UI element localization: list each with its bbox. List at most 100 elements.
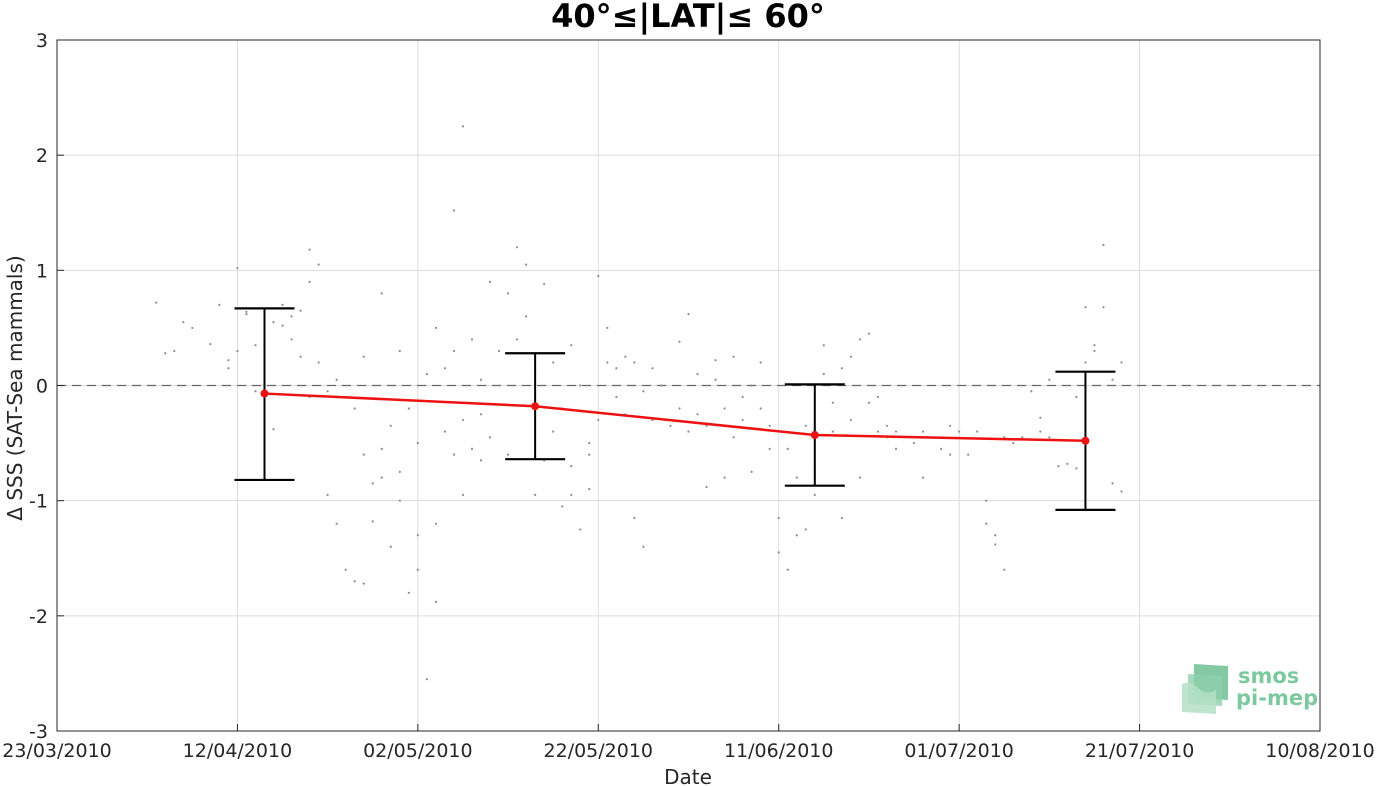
scatter-point — [290, 338, 293, 341]
y-axis-label: Δ SSS (SAT-Sea mammals) — [3, 255, 27, 520]
y-tick-label: 0 — [36, 376, 48, 398]
scatter-point — [416, 441, 419, 445]
chart-title: 40°≤|LAT|≤ 60° — [551, 0, 825, 36]
scatter-point — [479, 378, 483, 381]
scatter-point — [804, 424, 807, 427]
scatter-point — [209, 342, 212, 346]
scatter-point — [425, 372, 428, 376]
scatter-point — [894, 447, 898, 450]
scatter-point — [786, 447, 789, 450]
x-tick-label: 01/07/2010 — [904, 740, 1014, 762]
scatter-point — [380, 292, 383, 295]
scatter-point — [831, 401, 834, 404]
scatter-point — [380, 476, 383, 479]
scatter-point — [994, 534, 997, 537]
scatter-point — [570, 344, 573, 347]
scatter-point — [633, 361, 636, 364]
scatter-point — [362, 453, 365, 456]
scatter-point — [182, 321, 185, 324]
scatter-point — [705, 424, 708, 427]
scatter-point — [967, 453, 970, 456]
scatter-point — [308, 248, 311, 251]
scatter-point — [506, 292, 510, 295]
scatter-point — [470, 338, 474, 341]
scatter-point — [155, 301, 158, 304]
scatter-point — [840, 367, 843, 370]
scatter-point — [1048, 378, 1051, 381]
scatter-point — [1111, 482, 1114, 485]
scatter-point — [1102, 243, 1105, 247]
scatter-point — [732, 436, 735, 439]
scatter-point — [976, 430, 979, 433]
scatter-point — [849, 355, 852, 358]
scatter-point — [1048, 436, 1051, 439]
scatter-point — [534, 493, 537, 497]
scatter-point — [615, 367, 618, 370]
x-tick-label: 10/08/2010 — [1265, 740, 1375, 762]
scatter-point — [777, 516, 780, 520]
scatter-point — [876, 430, 880, 433]
scatter-point — [434, 326, 437, 330]
y-tick-label: 3 — [36, 30, 48, 52]
scatter-point — [867, 401, 871, 404]
scatter-point — [173, 349, 176, 353]
scatter-point — [461, 493, 465, 497]
scatter-point — [164, 352, 167, 355]
scatter-point — [633, 516, 636, 520]
scatter-point — [353, 580, 356, 583]
scatter-point — [281, 324, 284, 327]
scatter-point — [497, 384, 501, 387]
scatter-point — [434, 522, 437, 525]
scatter-point — [452, 209, 456, 212]
scatter-point — [642, 545, 645, 548]
scatter-point — [362, 582, 365, 585]
scatter-point — [894, 430, 898, 433]
scatter-point — [759, 407, 762, 410]
scatter-point — [597, 418, 600, 422]
scatter-point — [398, 499, 401, 502]
scatter-point — [272, 321, 275, 324]
scatter-point — [443, 430, 447, 433]
scatter-point — [840, 516, 843, 520]
scatter-point — [552, 361, 555, 364]
scatter-point — [642, 390, 645, 393]
scatter-point — [741, 395, 744, 399]
scatter-point — [687, 430, 690, 433]
y-tick-label: -3 — [29, 721, 48, 743]
scatter-point — [1075, 467, 1078, 470]
scatter-point — [705, 485, 708, 488]
scatter-point — [1093, 349, 1096, 353]
scatter-point — [236, 266, 239, 270]
scatter-point — [768, 424, 771, 427]
scatter-point — [236, 349, 239, 353]
x-tick-label: 12/04/2010 — [183, 740, 293, 762]
scatter-point — [1057, 465, 1060, 468]
scatter-point — [1084, 306, 1087, 309]
y-tick-label: 2 — [36, 145, 48, 167]
logo-text-pi-mep: pi-mep — [1236, 686, 1318, 710]
scatter-point — [461, 125, 465, 128]
scatter-point — [398, 349, 401, 353]
scatter-point — [245, 312, 248, 316]
scatter-point — [326, 493, 329, 497]
scatter-point — [1111, 378, 1114, 381]
scatter-point — [813, 493, 816, 497]
scatter-point — [1120, 361, 1123, 364]
scatter-point — [254, 344, 257, 347]
scatter-point — [741, 418, 744, 422]
scatter-point — [191, 326, 194, 330]
scatter-point — [227, 359, 230, 362]
scatter-point — [497, 349, 501, 353]
scatter-point — [750, 470, 753, 473]
scatter-point — [858, 476, 862, 479]
scatter-point — [479, 413, 483, 416]
scatter-point — [525, 315, 528, 318]
scatter-point — [876, 395, 880, 399]
scatter-point — [506, 453, 510, 456]
scatter-point — [696, 372, 699, 376]
scatter-point — [389, 424, 392, 427]
scatter-point — [362, 355, 365, 358]
scatter-point — [985, 522, 988, 525]
scatter-point — [885, 424, 889, 427]
